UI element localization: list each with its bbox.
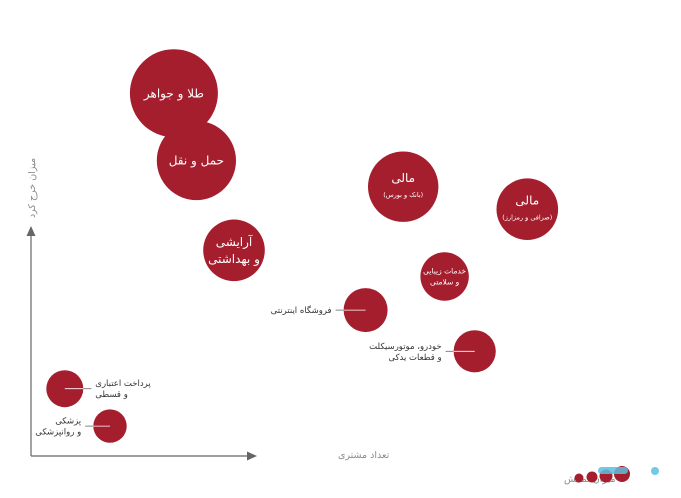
bubble-6: خدمات زیبایی و سلامتی	[420, 252, 469, 301]
bubble-7: فروشگاه اینترنتی	[271, 288, 388, 333]
bubble-label: مالی	[391, 171, 415, 185]
bubble-label: و سلامتی	[430, 278, 460, 287]
bubble-5: مالی (صرافی و رمزارز)	[496, 178, 559, 240]
x-axis-arrow	[247, 451, 257, 461]
bubble-3: آرایشی و بهداشتی	[203, 219, 265, 282]
brand-logo	[598, 467, 659, 475]
y-axis-arrow	[26, 226, 36, 236]
legend-dot-medium	[586, 471, 598, 483]
bubble-1: طلا و جواهر	[129, 49, 218, 138]
size-legend: میزان نمایش	[564, 466, 659, 485]
bubble-label: حمل و نقل	[169, 154, 224, 169]
bubble-label: (بانک و بورس)	[383, 191, 423, 199]
bubble-label: پرداخت اعتباری	[95, 379, 151, 389]
bubble-circle	[368, 151, 439, 222]
bubble-label: فروشگاه اینترنتی	[271, 305, 332, 316]
bubble-circle	[129, 49, 218, 138]
bubble-label: آرایشی	[216, 234, 253, 250]
bubble-circle	[420, 252, 469, 301]
bubble-circle	[203, 219, 265, 282]
bubble-label: (صرافی و رمزارز)	[502, 213, 552, 221]
bubble-label: پزشکی	[55, 417, 82, 427]
legend-dot-small	[574, 473, 584, 483]
bubble-label: خودرو، موتورسیکلت	[369, 342, 441, 352]
bubble-label: و بهداشتی	[208, 252, 260, 267]
bubble-label: و قطعات یدکی	[388, 353, 441, 363]
bubble-4: مالی (بانک و بورس)	[368, 151, 439, 222]
x-axis-title: تعداد مشتری	[338, 450, 390, 461]
bubble-circle	[156, 120, 236, 201]
bubble-circle	[496, 178, 559, 240]
bubble-label: و روانپزشکی	[35, 428, 81, 438]
logo-bar-icon	[598, 467, 628, 474]
bubble-label: و قسطی	[95, 390, 128, 400]
axes: تعداد مشتری میزان خرج کرد	[26, 158, 390, 461]
bubble-label: طلا و جواهر	[143, 86, 204, 101]
bubble-label: خدمات زیبایی	[423, 267, 466, 276]
logo-dot-icon	[651, 467, 659, 475]
bubble-2: حمل و نقل	[156, 120, 236, 201]
bubbles-layer: طلا و جواهر حمل و نقل آرایشی و بهداشتی مالی (…	[35, 49, 559, 443]
y-axis-title: میزان خرج کرد	[27, 158, 38, 218]
bubble-label: مالی	[515, 194, 539, 208]
